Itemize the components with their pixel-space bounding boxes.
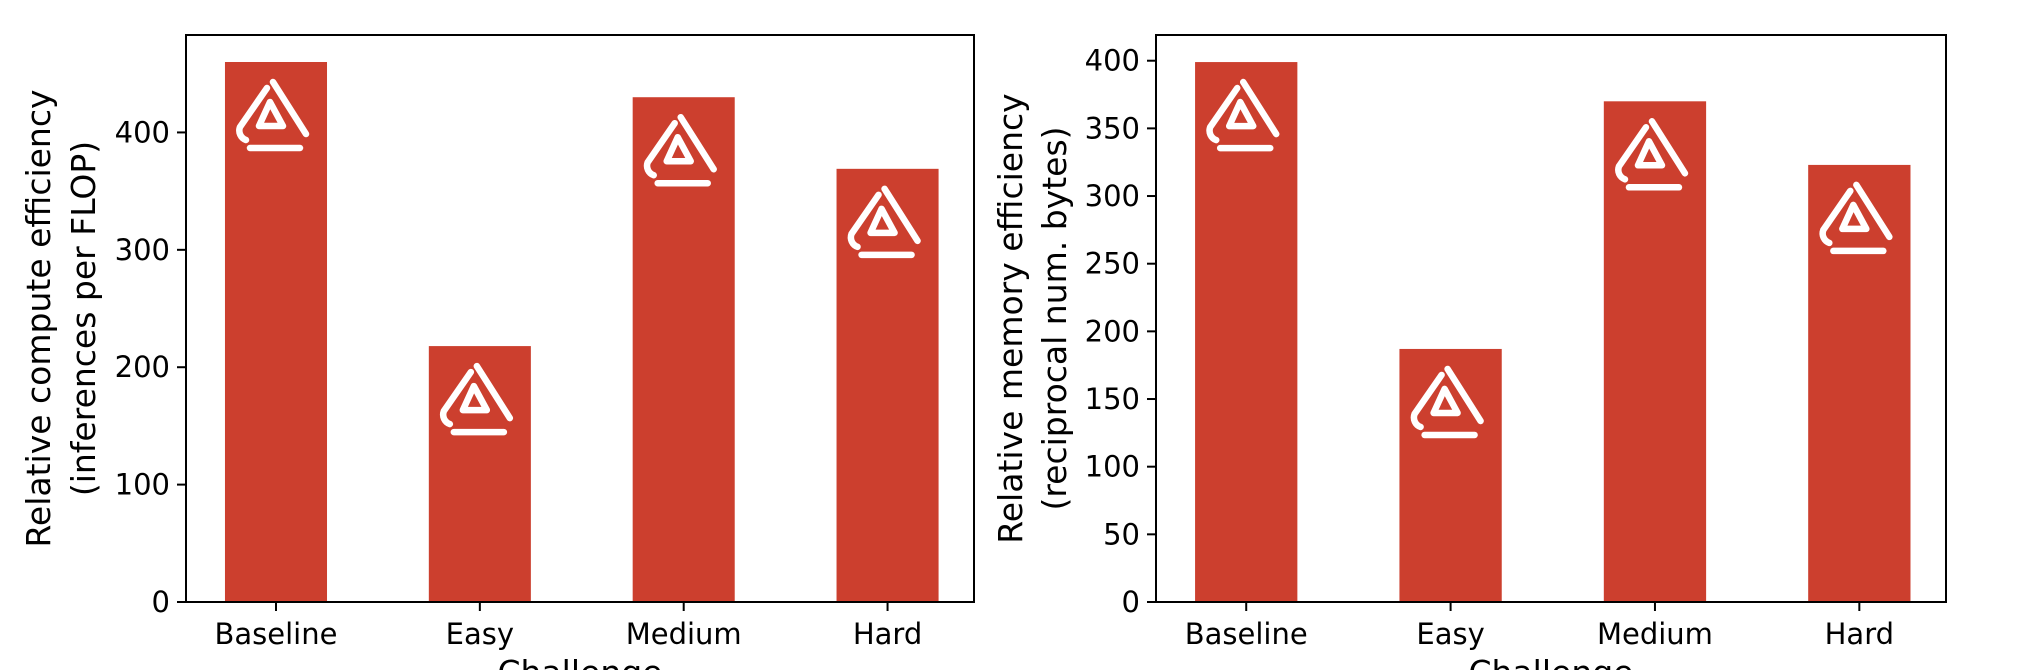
x-tick-label: Easy (446, 617, 514, 651)
x-tick-label: Hard (1825, 617, 1894, 651)
y-tick-label: 150 (1085, 382, 1140, 416)
y-tick-label: 250 (1085, 247, 1140, 281)
y-tick-label: 300 (115, 233, 170, 267)
y-axis-label: Relative memory efficiency (991, 93, 1030, 543)
y-tick-label: 0 (152, 585, 170, 619)
bar (1195, 62, 1298, 602)
x-tick-label: Hard (853, 617, 922, 651)
y-tick-label: 300 (1085, 179, 1140, 213)
x-tick-label: Baseline (215, 617, 338, 651)
y-tick-label: 0 (1122, 585, 1140, 619)
x-tick-label: Easy (1416, 617, 1484, 651)
x-tick-label: Medium (1597, 617, 1713, 651)
bar (1399, 348, 1502, 602)
plot-frame (185, 34, 975, 603)
y-tick-label: 400 (115, 115, 170, 149)
bar (428, 346, 531, 602)
y-axis-label: (reciprocal num. bytes) (1035, 126, 1074, 510)
y-tick-label: 400 (1085, 44, 1140, 78)
y-tick-label: 350 (1085, 111, 1140, 145)
y-tick-label: 50 (1103, 517, 1140, 551)
y-axis-label: Relative compute efficiency (19, 89, 58, 547)
charts-layer: 0 100 200 300 400 Baseline Easy Medium Hard Chall… (19, 34, 1947, 670)
y-tick-label: 200 (1085, 314, 1140, 348)
y-tick-label: 100 (115, 468, 170, 502)
bar (224, 62, 328, 602)
x-axis-label: Challenge (498, 653, 663, 670)
plot-frame (1155, 34, 1947, 603)
y-axis-label: (inferences per FLOP) (64, 141, 103, 496)
chart-1: 0 100 200 300 400 Baseline Easy Medium Hard Chall… (19, 34, 975, 670)
x-axis-label: Challenge (1469, 653, 1634, 670)
y-tick-label: 100 (1085, 450, 1140, 484)
x-tick-label: Baseline (1185, 617, 1308, 651)
y-tick-label: 200 (115, 350, 170, 384)
chart-2: 0 50 100 150 200 250 300 350 400 Baseline Easy Medi… (991, 34, 1947, 670)
x-tick-label: Medium (626, 617, 742, 651)
